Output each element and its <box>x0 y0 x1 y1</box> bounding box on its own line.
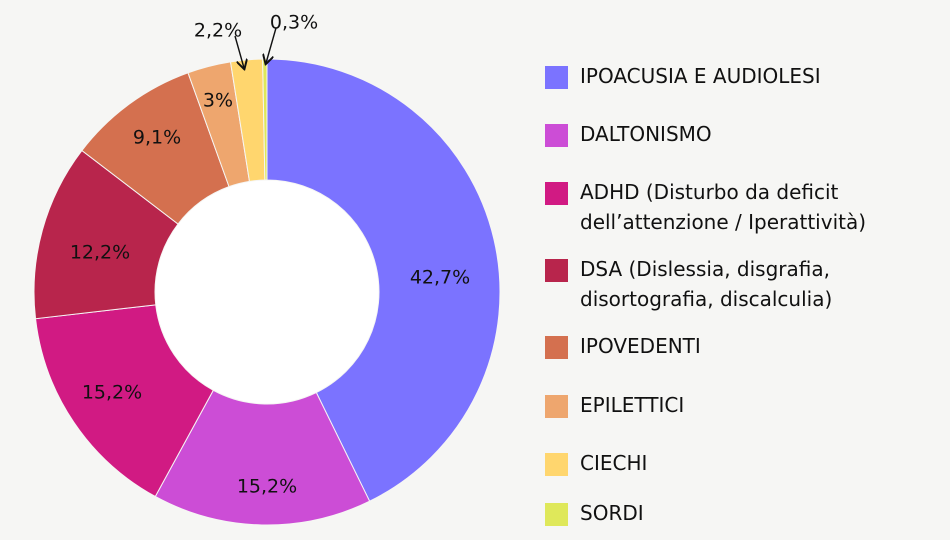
legend-item-ipovedenti: IPOVEDENTI <box>545 333 940 361</box>
legend-swatch <box>545 66 568 89</box>
donut-slice <box>33 149 179 320</box>
legend-item-dsa: DSA (Dislessia, disgrafia, disortografia… <box>545 256 940 314</box>
legend-label: ADHD (Disturbo da deficit dell’attenzion… <box>580 180 867 234</box>
donut-slice <box>34 304 214 498</box>
legend-label: SORDI <box>580 501 644 525</box>
legend-label: DSA (Dislessia, disgrafia, disortografia… <box>580 257 833 311</box>
donut-slice <box>266 58 501 502</box>
donut-hole <box>155 180 379 404</box>
donut-chart: 42,7% 15,2% 15,2% 12,2% 9,1% 3% 2,2% 0,3% <box>33 12 501 526</box>
legend-label: IPOVEDENTI <box>580 334 701 358</box>
slice-value-label: 15,2% <box>82 382 142 404</box>
legend: IPOACUSIA E AUDIOLESI DALTONISMO ADHD (D… <box>545 0 945 540</box>
legend-swatch <box>545 395 568 418</box>
slice-value-label: 42,7% <box>410 267 470 289</box>
legend-label: EPILETTICI <box>580 393 685 417</box>
legend-swatch <box>545 182 568 205</box>
slice-value-label: 9,1% <box>133 127 181 149</box>
legend-swatch <box>545 503 568 526</box>
slice-value-label: 15,2% <box>237 476 297 498</box>
label-arrow <box>266 27 277 63</box>
slice-value-label: 0,3% <box>270 12 318 34</box>
legend-item-epilettici: EPILETTICI <box>545 392 940 420</box>
legend-label: DALTONISMO <box>580 122 712 146</box>
legend-item-ciechi: CIECHI <box>545 450 940 478</box>
legend-label: CIECHI <box>580 451 648 475</box>
slice-value-label: 12,2% <box>70 242 130 264</box>
legend-item-adhd: ADHD (Disturbo da deficit dell’attenzion… <box>545 179 940 237</box>
legend-swatch <box>545 453 568 476</box>
legend-item-ipoacusia: IPOACUSIA E AUDIOLESI <box>545 63 940 91</box>
legend-swatch <box>545 124 568 147</box>
label-arrow <box>234 35 244 68</box>
slice-value-label: 2,2% <box>194 20 242 42</box>
legend-swatch <box>545 336 568 359</box>
legend-item-sordi: SORDI <box>545 500 940 528</box>
legend-item-daltonismo: DALTONISMO <box>545 121 940 149</box>
donut-slice <box>154 389 371 526</box>
slice-value-label: 3% <box>203 90 233 112</box>
legend-swatch <box>545 259 568 282</box>
legend-label: IPOACUSIA E AUDIOLESI <box>580 64 821 88</box>
